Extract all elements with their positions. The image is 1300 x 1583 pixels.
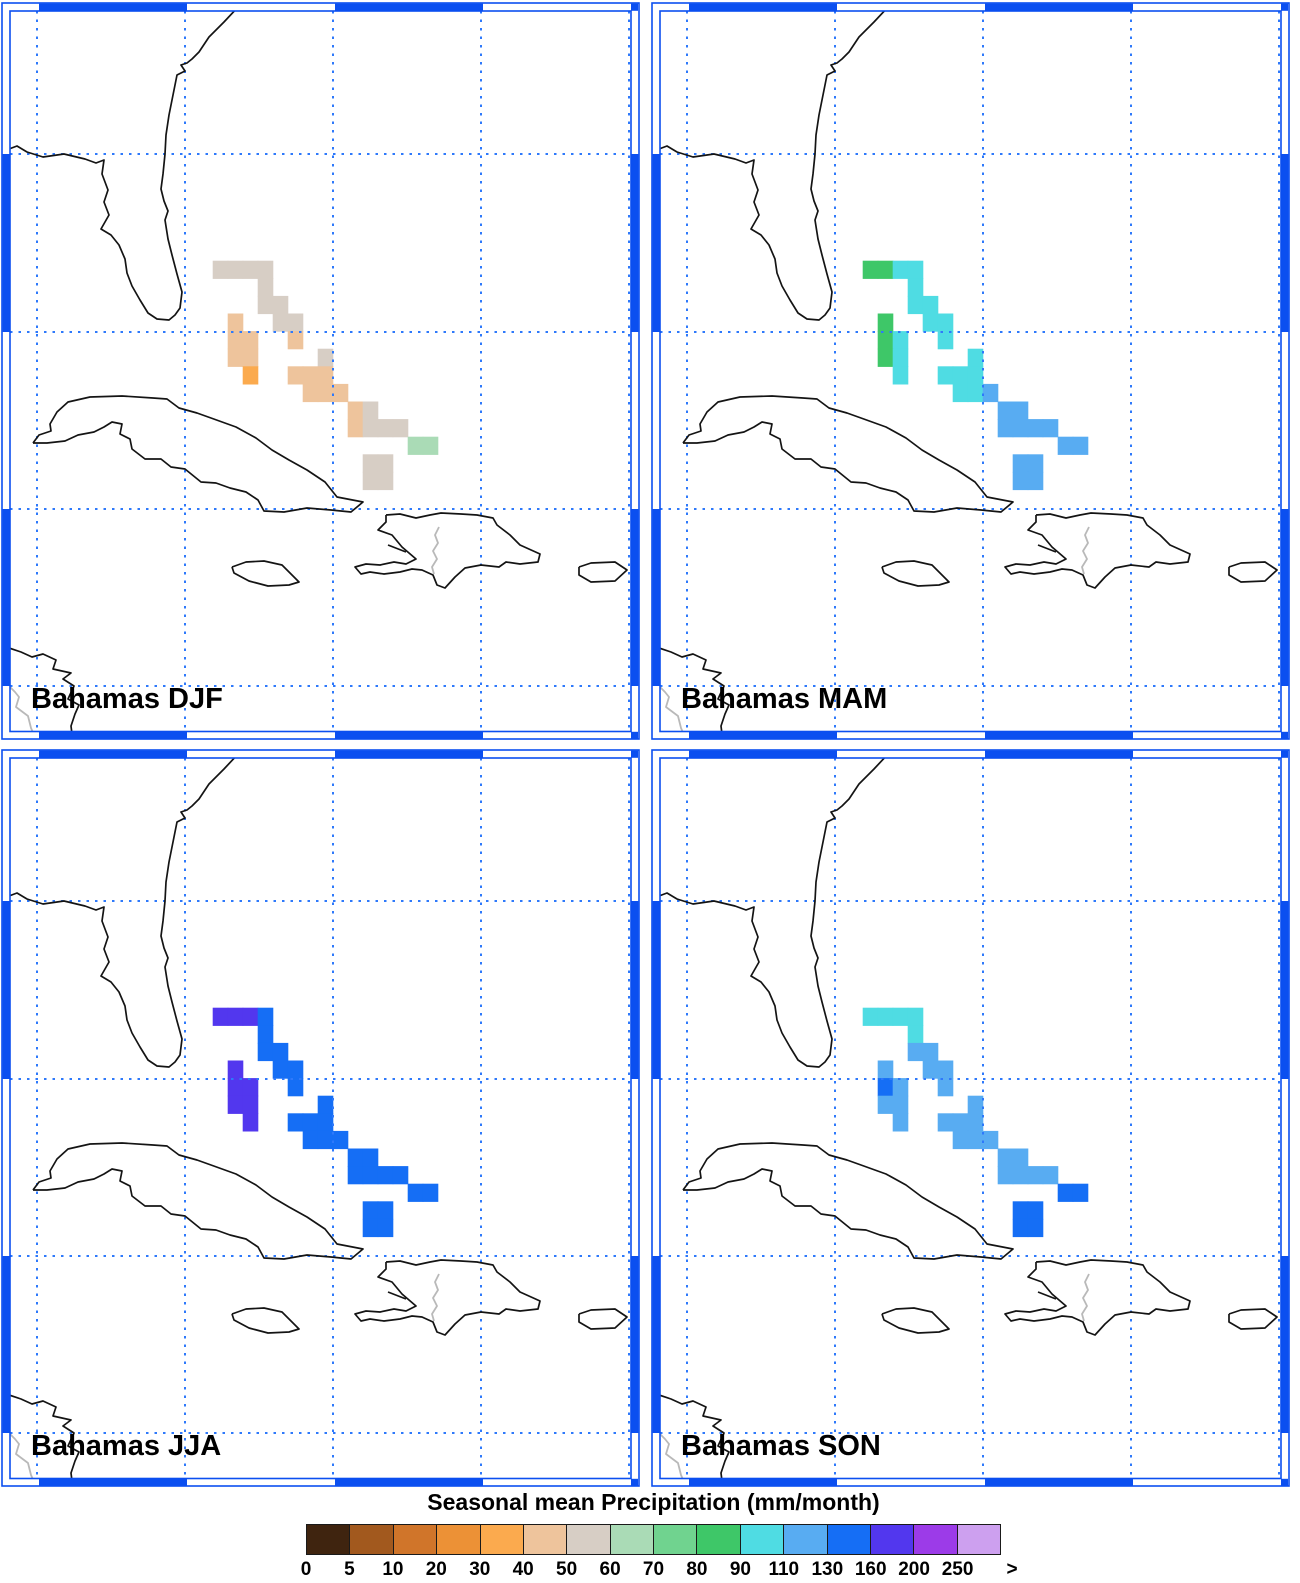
colorbar-tick-label: 200 — [898, 1559, 930, 1580]
colorbar-tick-label: 160 — [854, 1559, 887, 1580]
colorbar-swatch — [437, 1525, 481, 1554]
panel-label-djf: Bahamas DJF — [31, 683, 223, 715]
map-panel-son: Bahamas SON — [651, 749, 1291, 1488]
colorbar-tick-label: 250 — [941, 1559, 974, 1580]
colorbar-tick-label: 80 — [686, 1559, 708, 1580]
colorbar-tick-label: 50 — [556, 1559, 578, 1580]
colorbar-tick-label: 60 — [599, 1559, 621, 1580]
map-djf — [1, 2, 641, 741]
colorbar-swatch — [870, 1525, 915, 1554]
map-mam — [651, 2, 1291, 741]
colorbar-swatch — [914, 1525, 958, 1554]
map-panel-djf: Bahamas DJF — [1, 2, 641, 741]
panel-label-jja: Bahamas JJA — [31, 1430, 222, 1462]
colorbar-tick-label: 5 — [344, 1559, 355, 1580]
map-jja — [1, 749, 641, 1488]
colorbar-swatch — [393, 1525, 438, 1554]
colorbar-tick-label: 110 — [768, 1559, 800, 1580]
panel-label-mam: Bahamas MAM — [681, 683, 888, 715]
colorbar-swatch — [827, 1525, 871, 1554]
colorbar-title: Seasonal mean Precipitation (mm/month) — [427, 1489, 880, 1515]
colorbar-tick-label: 20 — [425, 1559, 447, 1580]
colorbar — [306, 1524, 1001, 1555]
colorbar-swatch — [307, 1525, 351, 1554]
colorbar-tick-label: 10 — [382, 1559, 404, 1580]
colorbar-swatch — [523, 1525, 568, 1554]
map-panel-mam: Bahamas MAM — [651, 2, 1291, 741]
colorbar-tick-label: 90 — [729, 1559, 751, 1580]
map-son — [651, 749, 1291, 1488]
colorbar-swatch — [610, 1525, 654, 1554]
colorbar-swatch — [350, 1525, 394, 1554]
colorbar-swatch — [480, 1525, 524, 1554]
colorbar-swatch — [567, 1525, 611, 1554]
colorbar-swatch — [957, 1525, 1000, 1554]
panel-label-son: Bahamas SON — [681, 1430, 881, 1462]
map-panel-jja: Bahamas JJA — [1, 749, 641, 1488]
colorbar-tick-label: 130 — [811, 1559, 844, 1580]
colorbar-tick-label: 0 — [300, 1559, 312, 1580]
colorbar-tick-label: > — [1006, 1559, 1018, 1580]
colorbar-swatch — [740, 1525, 785, 1554]
colorbar-swatch — [654, 1525, 698, 1554]
colorbar-tick-label: 40 — [512, 1559, 534, 1580]
colorbar-tick-label: 30 — [469, 1559, 491, 1580]
colorbar-swatch — [784, 1525, 828, 1554]
colorbar-tick-label: 70 — [642, 1559, 665, 1580]
colorbar-swatch — [697, 1525, 741, 1554]
